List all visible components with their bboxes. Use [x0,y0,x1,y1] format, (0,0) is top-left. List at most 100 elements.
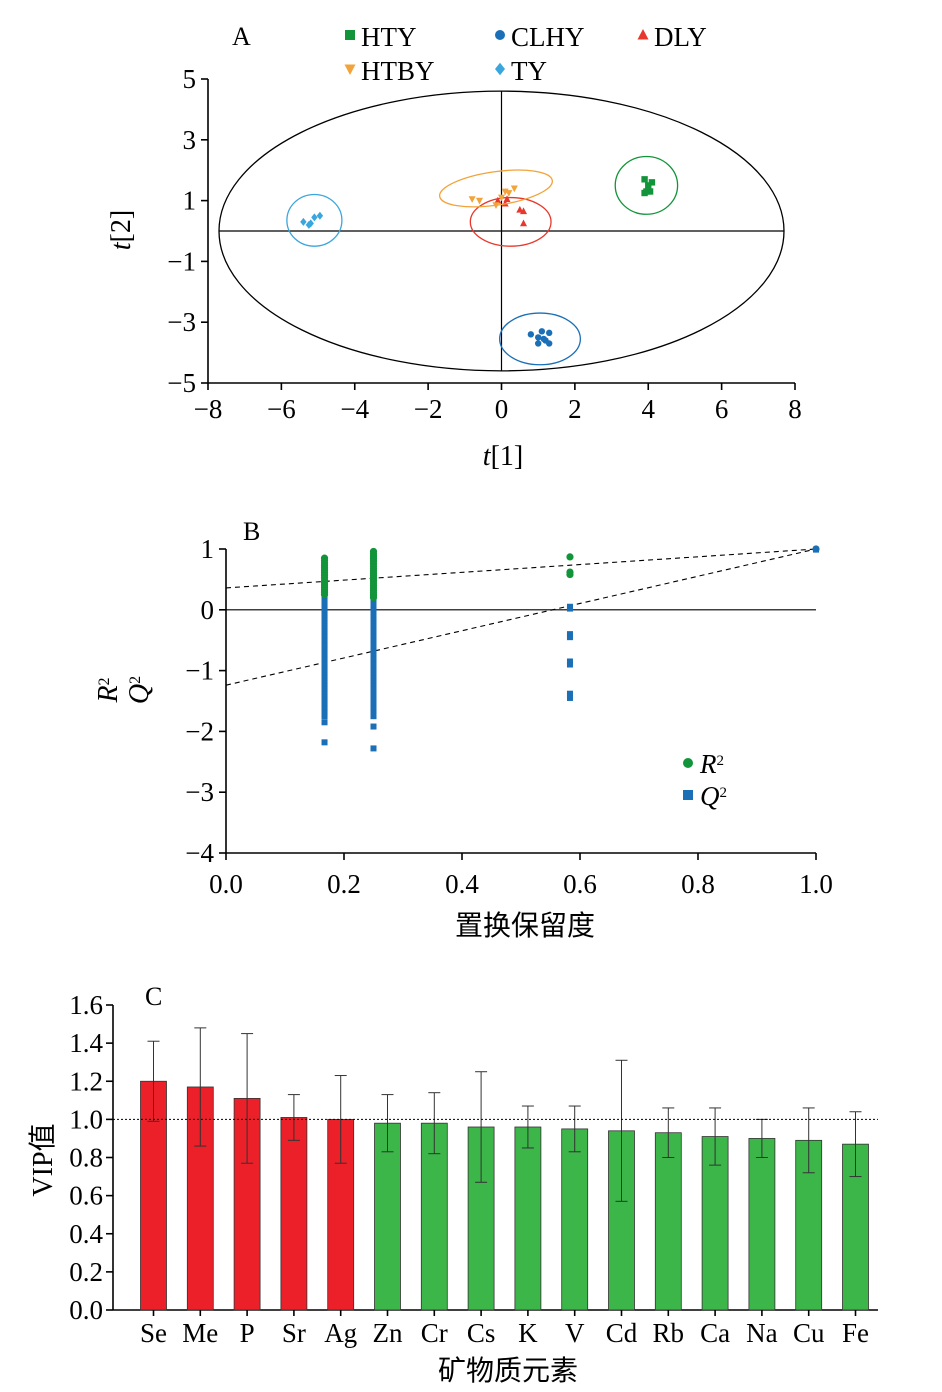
panel-b-y-tick-label: 0 [201,595,215,625]
panel-c-y-tick-label: 0.0 [69,1295,103,1325]
panel-a-x-axis-label: t[1] [483,441,523,472]
panel-a-y-tick-label: −5 [167,368,196,398]
panel-c-x-tick-label-p: P [240,1318,255,1348]
panel-a-htby-confidence-ellipse [438,169,554,208]
panel-c-y-tick-label: 0.2 [69,1257,103,1287]
panel-a-legend-marker-ty [495,62,505,76]
panel-c-bar-zn [374,1122,401,1311]
panel-c-x-tick-label-se: Se [140,1318,167,1348]
panel-a-clhy-point [534,340,542,347]
panel-b-x-tick-label: 0.6 [563,869,597,899]
panel-b-x-tick-label: 0.8 [681,869,715,899]
panel-a-htby-point [497,194,506,202]
panel-c-label: C [145,982,162,1011]
panel-a-plot-area: −8 −6 −4 −2 0 2 4 6 8 5 3 1 −1 −3 −5 [167,64,801,424]
panel-b-legend-label-0: R2 [699,749,724,779]
panel-a-y-tick-label: −3 [167,307,196,337]
panel-b-y-label-q-sup: 2 [127,676,144,684]
panel-c-y-axis-label: VIP值 [27,1123,59,1196]
panel-b-r2-point [369,547,378,556]
panel-a-clhy-point [534,334,542,341]
panel-b-legend-label-1-sup: 2 [720,785,728,801]
panel-a-ty-point [316,211,324,220]
panel-b-y-tick-label: 1 [201,534,215,564]
panel-c-x-tick-label-cr: Cr [421,1318,448,1348]
panel-c-x-tick-label-fe: Fe [842,1318,869,1348]
panel-a-x-label-rest: [1] [491,441,524,472]
panel-a-ty-point [300,217,307,226]
panel-a-y-tick-label: 5 [183,64,197,94]
panel-b-q2-point [566,634,573,641]
panel-b-y-label-r-sup: 2 [96,677,113,685]
panel-b-r2-point [566,553,574,561]
panel-a-legend-marker-clhy [495,30,505,40]
panel-a-ty-confidence-ellipse [286,193,343,247]
panel-a-dly-point [519,219,528,227]
panel-a-clhy-point [545,329,553,337]
panel-b-x-tick-label: 1.0 [799,869,833,899]
panel-a-htby-point [475,197,484,205]
panel-b-legend-marker-0 [683,758,693,768]
panel-c-x-tick-label-rb: Rb [653,1318,685,1348]
panel-c-x-tick-label-v: V [565,1318,585,1348]
panel-a-legend-label-clhy: CLHY [511,22,585,52]
panel-a-dly-confidence-ellipse [469,196,552,247]
panel-a-y-tick-label: −1 [167,246,196,276]
panel-a-hty-point [641,189,648,197]
panel-c-x-tick-label-zn: Zn [373,1318,403,1348]
panel-a-legend: HTY CLHY DLY HTBY TY [344,22,707,86]
panel-b-y-tick-label: −4 [185,838,214,868]
panel-a-x-tick-label: 4 [642,394,656,424]
panel-b-y-label-r: R2 [93,677,124,703]
panel-c-y-tick-label: 0.8 [69,1143,103,1173]
panel-b-legend-label-1-name: Q [700,781,720,811]
panel-a-htby-point [501,188,509,196]
panel-b-y-label-r-text: R [93,685,124,703]
panel-c-x-tick-label-k: K [518,1318,538,1348]
panel-c-plot-area: 0.0 0.2 0.4 0.6 0.8 1.0 1.2 1.4 1.6 Se Me P Sr Ag Zn Cr… [69,990,878,1348]
panel-c-y-tick-label: 0.4 [69,1219,103,1249]
panel-b-x-tick-label: 0.0 [209,869,243,899]
panel-a-htby-point [492,202,500,209]
panel-b-y-tick-label: −3 [185,777,214,807]
panel-b-legend-label-0-name: R [699,749,717,779]
panel-b-y-label-q-text: Q [124,684,155,704]
panel-a-legend-marker-dly [637,29,649,40]
panel-a-clhy-point [540,335,547,343]
panel-a-x-tick-label: 6 [715,394,729,424]
panel-a-ty-point [311,213,318,222]
panel-c-bar-k [514,1126,542,1311]
panel-a-hty-point [648,179,656,186]
panel-a-htby-point [468,196,476,203]
panel-a-htby-point [510,185,518,193]
panel-c-y-tick-label: 0.6 [69,1181,103,1211]
panel-a-legend-marker-htby [344,64,356,75]
panel-c-x-tick-label-ag: Ag [324,1318,357,1348]
panel-c-bar-sr [280,1117,308,1311]
panel-b-r2-point [566,570,574,579]
panel-a-hotelling-ellipse [218,90,785,372]
panel-c-bar-na [748,1138,776,1311]
panel-a-clhy-point [538,328,546,335]
panel-b-q2-regression-line [225,548,817,686]
panel-a-legend-marker-hty [345,30,355,40]
panel-a-y-label-italic: t [106,241,137,250]
panel-c-y-tick-label: 1.0 [69,1104,103,1134]
panel-c-x-tick-label-na: Na [746,1318,777,1348]
panel-b-q2-point [566,631,573,638]
panel-a-dly-point [503,195,511,202]
panel-c-x-tick-label-sr: Sr [282,1318,306,1348]
panel-a-hty-confidence-ellipse [614,155,679,215]
panel-a-dly-point [494,196,502,204]
panel-a-dly-point [516,205,524,213]
panel-a-x-tick-label: 2 [568,394,582,424]
panel-a-x-tick-label: −8 [194,394,223,424]
panel-a-x-tick-label: −6 [267,394,296,424]
panel-a-hty-point [646,188,654,195]
panel-c-bar-cr [420,1122,448,1311]
panel-a-y-tick-label: 3 [183,125,197,155]
panel-b-q2-point [566,605,573,612]
panel-b-x-tick-label: 0.4 [445,869,479,899]
